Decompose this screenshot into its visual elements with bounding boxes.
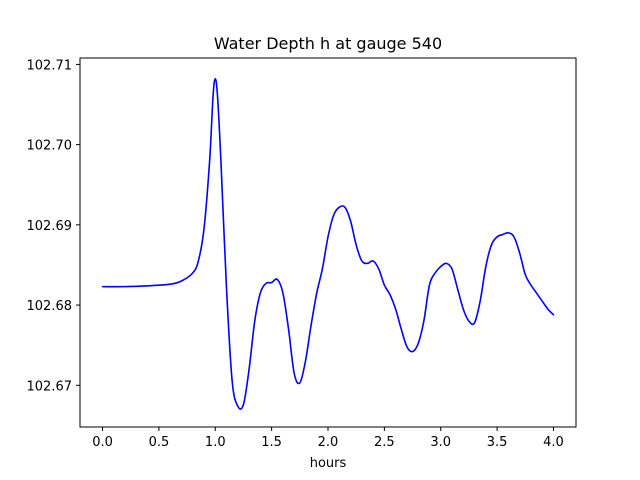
x-axis-ticks: 0.0 0.5 1.0 1.5 2.0 2.5 3.0 3.5 4.0 [92, 427, 564, 450]
x-tick-label: 4.0 [543, 435, 564, 450]
y-tick-label: 102.67 [27, 379, 73, 394]
x-tick-label: 0.5 [149, 435, 170, 450]
y-tick-label: 102.68 [27, 299, 73, 314]
x-tick-label: 3.0 [430, 435, 451, 450]
water-depth-line [101, 78, 555, 410]
x-tick-label: 0.0 [92, 435, 113, 450]
x-tick-label: 1.5 [261, 435, 282, 450]
x-tick-label: 2.5 [374, 435, 395, 450]
x-axis-label: hours [310, 456, 347, 471]
axes-frame [79, 57, 577, 428]
y-tick-label: 102.69 [27, 219, 73, 234]
y-tick-label: 102.70 [27, 139, 73, 154]
x-tick-label: 2.0 [318, 435, 339, 450]
y-tick-label: 102.71 [27, 58, 73, 73]
x-tick-label: 3.5 [487, 435, 508, 450]
x-tick-label: 1.0 [205, 435, 226, 450]
chart-title: Water Depth h at gauge 540 [214, 34, 442, 53]
y-axis-ticks: 102.67 102.68 102.69 102.70 102.71 [27, 58, 80, 394]
